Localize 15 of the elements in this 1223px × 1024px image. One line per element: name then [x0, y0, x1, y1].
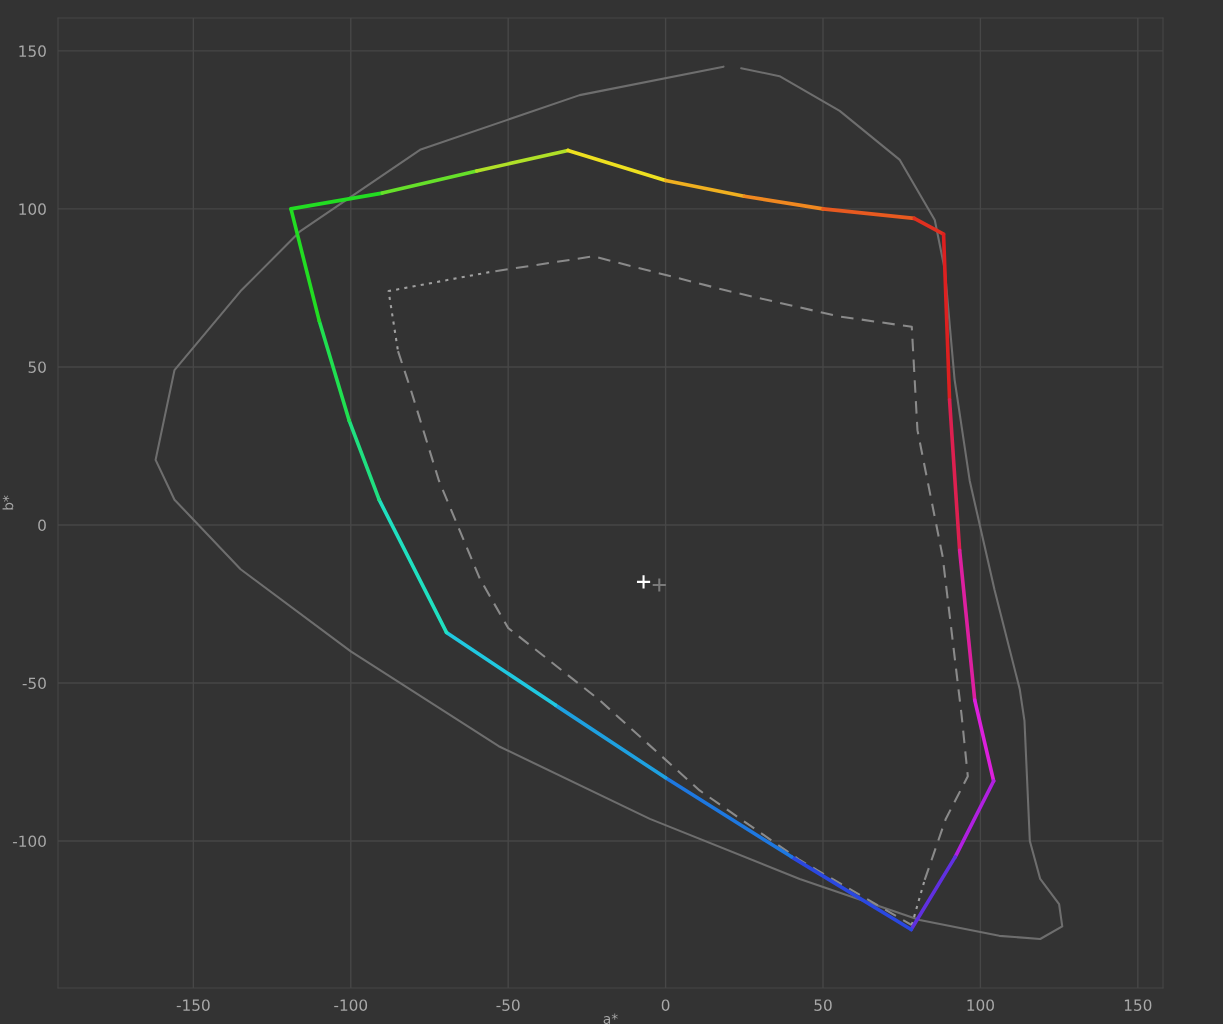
y-tick-label: 100 [19, 203, 46, 215]
x-tick-label: 0 [661, 999, 670, 1011]
x-tick-label: 100 [967, 999, 994, 1011]
x-tick-label: -150 [176, 999, 210, 1011]
y-tick-label: 0 [38, 519, 46, 531]
x-tick-label: -100 [334, 999, 368, 1011]
x-tick-label: 150 [1124, 999, 1152, 1011]
x-axis-title: a* [603, 1013, 618, 1024]
y-tick-label: -100 [12, 835, 46, 848]
y-axis-title: b* [2, 495, 14, 510]
y-tick-label: 150 [19, 45, 46, 57]
y-tick-label: 50 [28, 361, 46, 373]
x-tick-label: 50 [814, 999, 832, 1011]
x-tick-label: -50 [496, 999, 520, 1011]
y-tick-label: -50 [22, 677, 46, 690]
